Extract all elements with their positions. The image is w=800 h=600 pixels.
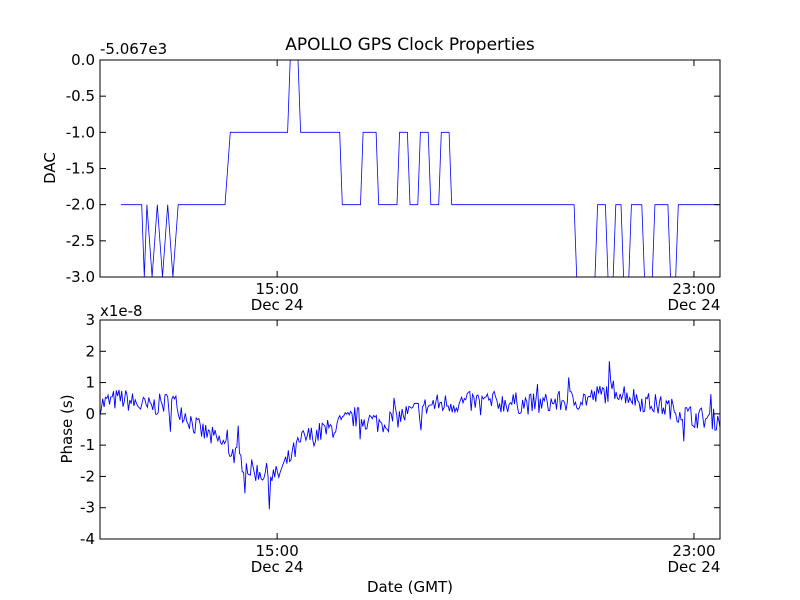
x-tick-time-label: 23:00 xyxy=(672,542,715,560)
y-tick-label: 2 xyxy=(85,342,95,360)
y-tick-label: 0 xyxy=(85,405,95,423)
x-tick-date-label: Dec 24 xyxy=(668,558,721,576)
y-tick-label: -1 xyxy=(80,436,95,454)
dac-series xyxy=(120,60,720,277)
dac-y-axis-label: DAC xyxy=(41,152,59,184)
y-tick-label: -2 xyxy=(80,467,95,485)
y-tick-label: -1.0 xyxy=(66,123,95,141)
figure-title: APOLLO GPS Clock Properties xyxy=(285,35,535,55)
series-line xyxy=(100,361,720,510)
y-tick-label: -0.5 xyxy=(66,87,95,105)
y-tick-label: 1 xyxy=(85,374,95,392)
y-tick-label: -2.0 xyxy=(66,196,95,214)
y-tick-label: -3 xyxy=(80,499,95,517)
dac-y-ticks: 0.0 -0.5 -1.0 -1.5 -2.0 -2.5 -3.0 xyxy=(66,51,720,286)
phase-series xyxy=(100,361,720,510)
y-tick-label: 0.0 xyxy=(71,51,95,69)
x-tick-time-label: 23:00 xyxy=(672,280,715,298)
y-tick-label: -1.5 xyxy=(66,160,95,178)
series-line xyxy=(120,60,720,277)
x-tick-date-label: Dec 24 xyxy=(251,296,304,314)
x-tick-date-label: Dec 24 xyxy=(251,558,304,576)
x-axis-label: Date (GMT) xyxy=(367,578,453,596)
dac-plot-area xyxy=(100,60,720,277)
y-tick-label: -2.5 xyxy=(66,232,95,250)
y-tick-label: 3 xyxy=(85,311,95,329)
phase-y-ticks: 3 2 1 0 -1 -2 -3 -4 xyxy=(80,311,720,548)
x-tick-time-label: 15:00 xyxy=(256,280,299,298)
phase-offset-label: x1e-8 xyxy=(100,302,143,320)
y-tick-label: -3.0 xyxy=(66,268,95,286)
y-tick-label: -4 xyxy=(80,530,95,548)
phase-y-axis-label: Phase (s) xyxy=(58,394,76,463)
x-tick-time-label: 15:00 xyxy=(256,542,299,560)
phase-plot-frame xyxy=(99,319,721,540)
x-tick-date-label: Dec 24 xyxy=(668,296,721,314)
dac-offset-label: -5.067e3 xyxy=(100,40,167,58)
